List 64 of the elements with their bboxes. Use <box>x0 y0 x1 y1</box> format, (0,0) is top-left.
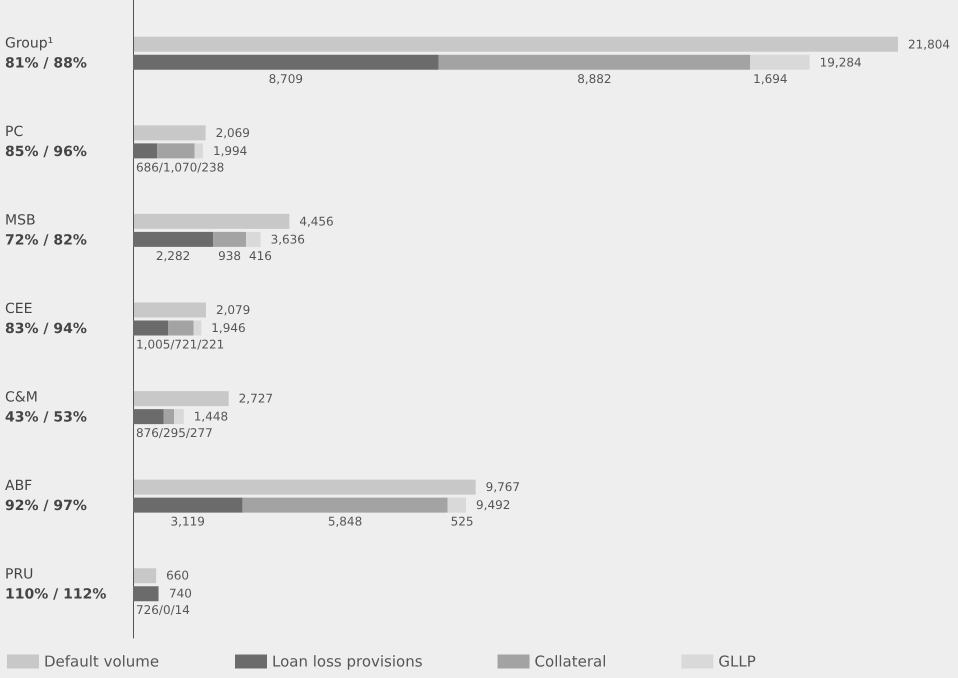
bar <box>246 232 261 247</box>
data-label: 8,709 <box>268 72 303 86</box>
y-tick-label: ABF 92% / 97% <box>5 478 87 514</box>
bar <box>213 232 246 247</box>
bar <box>133 232 214 247</box>
data-label: 4,456 <box>299 214 334 228</box>
bar <box>133 125 206 140</box>
y-tick-label: MSB 72% / 82% <box>5 212 87 248</box>
bar <box>194 143 203 158</box>
total-label: 1,448 <box>194 410 228 424</box>
data-label: 660 <box>166 568 190 583</box>
bar <box>448 498 466 513</box>
y-tick-label: PC 85% / 96% <box>5 124 87 160</box>
bar <box>133 54 439 70</box>
data-label: 2,727 <box>238 392 274 406</box>
legend-label: Default volume <box>44 652 160 670</box>
bar <box>133 480 476 495</box>
data-label: 1,005/721/221 <box>136 338 224 352</box>
data-label: 2,079 <box>216 303 250 317</box>
legend-label: Loan loss provisions <box>272 652 423 670</box>
y-tick-label: PRU 110% / 112% <box>5 566 106 603</box>
bar <box>133 36 898 52</box>
data-label: 21,804 <box>908 37 950 52</box>
bar <box>164 409 174 424</box>
bar <box>133 498 242 513</box>
y-tick-label: CEE 83% / 94% <box>5 301 87 337</box>
bar <box>194 320 202 336</box>
bar <box>750 54 810 70</box>
bar <box>133 568 156 584</box>
y-tick-label: Group¹ 81% / 88% <box>5 35 87 72</box>
bar <box>133 586 158 602</box>
total-label: 1,994 <box>212 144 248 158</box>
data-label: 876/295/277 <box>136 426 213 440</box>
data-label: 2,069 <box>216 126 250 140</box>
total-label: 3,636 <box>270 232 305 246</box>
legend-label: GLLP <box>718 652 756 670</box>
data-label: 726/0/14 <box>136 603 190 618</box>
data-label: 525 <box>450 514 474 529</box>
bar <box>133 143 158 158</box>
data-label: 416 <box>248 248 272 263</box>
bar <box>157 143 195 158</box>
total-label: 740 <box>168 586 192 601</box>
legend-label: Collateral <box>534 652 606 670</box>
total-label: 19,284 <box>820 55 862 70</box>
bar <box>133 320 168 336</box>
bar <box>133 214 290 229</box>
bar <box>242 498 448 513</box>
data-label: 8,882 <box>577 72 612 86</box>
bar <box>133 302 206 318</box>
data-label: 5,848 <box>328 514 362 529</box>
data-label: 2,282 <box>156 248 190 263</box>
bar <box>438 54 750 70</box>
bar <box>174 409 184 424</box>
data-label: 3,119 <box>170 514 205 529</box>
data-label: 686/1,070/238 <box>136 160 224 174</box>
total-label: 9,492 <box>476 498 510 512</box>
bar <box>168 320 194 336</box>
data-label: 1,694 <box>753 72 788 86</box>
y-tick-label: C&M 43% / 53% <box>5 390 87 426</box>
bar <box>133 409 164 424</box>
data-label: 938 <box>218 248 241 263</box>
data-label: 9,767 <box>486 480 520 494</box>
total-label: 1,946 <box>211 321 246 335</box>
bar <box>133 391 229 406</box>
